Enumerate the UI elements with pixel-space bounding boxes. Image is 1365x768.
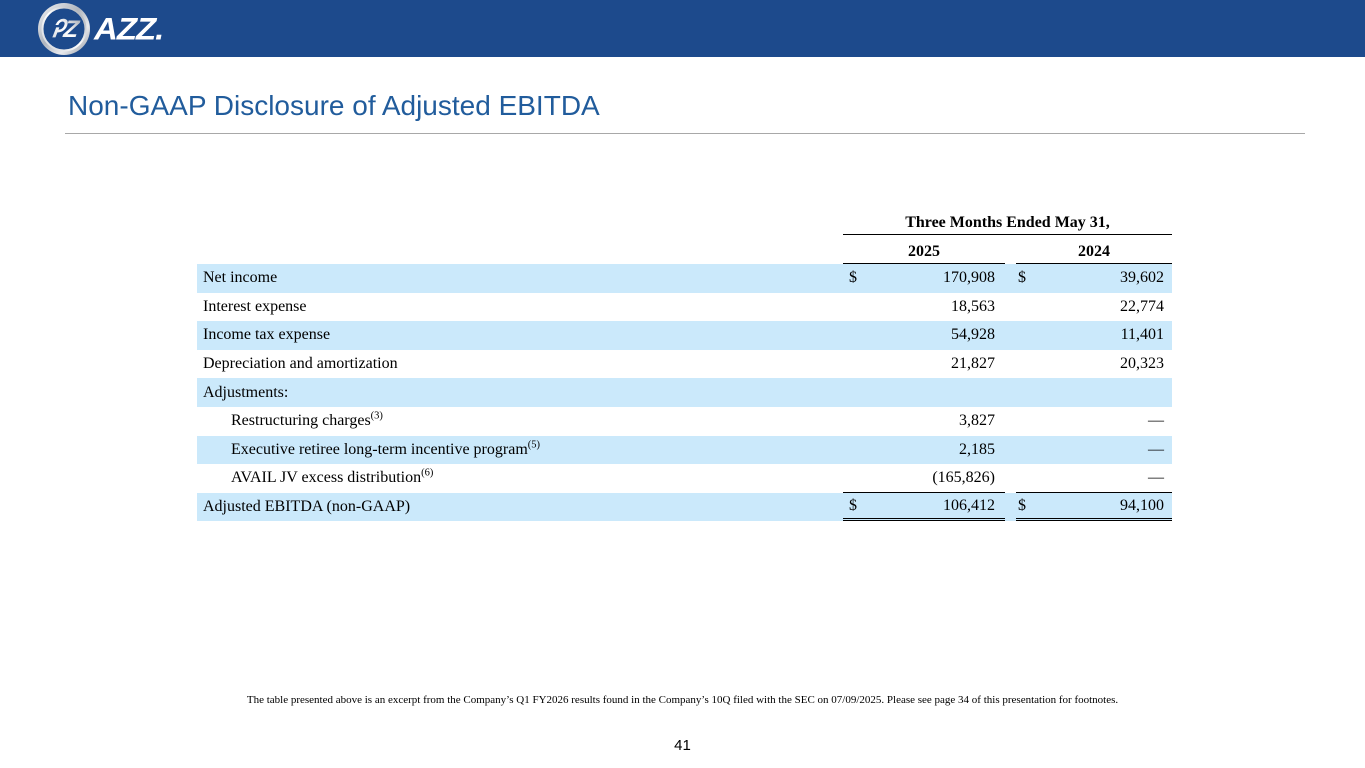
column-gap — [1005, 321, 1016, 350]
value-cell-2024: $ 94,100 — [1016, 493, 1172, 522]
row-label: Restructuring charges(3) — [231, 410, 383, 430]
dollar-sign: $ — [1018, 269, 1026, 287]
value-2025: 170,908 — [943, 269, 995, 287]
row-label: Adjustments: — [203, 383, 289, 401]
value-2024: 39,602 — [1120, 269, 1164, 287]
column-header-2024: 2024 — [1016, 243, 1172, 264]
dollar-sign: $ — [1018, 496, 1026, 514]
row-label: Income tax expense — [203, 326, 331, 344]
table-row: Income tax expense 54,928 11,401 — [197, 321, 1172, 350]
table-row: Restructuring charges(3) 3,827 — — [197, 407, 1172, 436]
value-2025: 54,928 — [951, 326, 995, 344]
value-2024: 94,100 — [1120, 496, 1164, 514]
footnote-superscript: (3) — [370, 410, 383, 422]
footnote-text: The table presented above is an excerpt … — [246, 694, 1119, 706]
azz-wordmark: AZZ. — [94, 10, 164, 47]
column-gap — [1005, 407, 1016, 436]
row-label: Adjusted EBITDA (non-GAAP) — [203, 498, 411, 516]
value-cell-2024: — — [1016, 464, 1172, 493]
dollar-sign: $ — [849, 496, 857, 514]
value-2024: 20,323 — [1120, 355, 1164, 373]
value-2025: 18,563 — [951, 297, 995, 315]
azz-logo-badge-icon: ᎮZ — [38, 3, 90, 55]
brand-bar: ᎮZ AZZ. — [0, 0, 1365, 57]
value-2024: — — [1148, 440, 1164, 458]
value-cell-2024: $ 39,602 — [1016, 264, 1172, 293]
column-gap — [1005, 436, 1016, 465]
value-2025: 2,185 — [959, 440, 995, 458]
value-cell-2025: 18,563 — [843, 293, 1005, 322]
value-cell-2025: 3,827 — [843, 407, 1005, 436]
value-cell-2025: $ 170,908 — [843, 264, 1005, 293]
value-2024: — — [1148, 468, 1164, 486]
azz-logo: ᎮZ AZZ. — [36, 2, 164, 56]
value-cell-2025: 54,928 — [843, 321, 1005, 350]
value-cell-2025: 21,827 — [843, 350, 1005, 379]
row-label: Depreciation and amortization — [203, 355, 398, 373]
value-2024: 11,401 — [1120, 326, 1164, 344]
title-divider — [65, 133, 1305, 134]
table-row: AVAIL JV excess distribution(6) (165,826… — [197, 464, 1172, 493]
page-title: Non-GAAP Disclosure of Adjusted EBITDA — [68, 90, 600, 121]
footnote-superscript: (6) — [421, 468, 434, 480]
value-cell-2025: 2,185 — [843, 436, 1005, 465]
table-spanner-header: Three Months Ended May 31, — [843, 214, 1172, 235]
table-body: Net income $ 170,908 $ 39,602 Interest e… — [197, 264, 1172, 522]
page-number: 41 — [674, 737, 691, 754]
row-label: Interest expense — [203, 297, 307, 315]
svg-text:ᎮZ: ᎮZ — [50, 16, 82, 43]
value-2025: 106,412 — [943, 496, 995, 514]
value-2025: (165,826) — [932, 468, 995, 486]
column-gap — [1005, 350, 1016, 379]
value-cell-2024: 22,774 — [1016, 293, 1172, 322]
table-row: Interest expense 18,563 22,774 — [197, 293, 1172, 322]
table-row: Net income $ 170,908 $ 39,602 — [197, 264, 1172, 293]
row-label: AVAIL JV excess distribution(6) — [231, 468, 434, 487]
table-row: Adjusted EBITDA (non-GAAP) $ 106,412 $ 9… — [197, 492, 1172, 522]
value-2025: 3,827 — [959, 412, 995, 430]
table-row: Depreciation and amortization 21,827 20,… — [197, 350, 1172, 379]
column-gap — [1005, 464, 1016, 493]
footnote-superscript: (5) — [527, 439, 541, 451]
dollar-sign: $ — [849, 269, 857, 287]
column-header-2025: 2025 — [843, 243, 1005, 264]
table-row: Adjustments: — [197, 378, 1172, 407]
value-cell-2024: — — [1016, 407, 1172, 436]
value-2024: 22,774 — [1120, 297, 1164, 315]
table-year-header-row: 2025 2024 — [843, 235, 1172, 264]
value-cell-2024: 11,401 — [1016, 321, 1172, 350]
value-cell-2025: (165,826) — [843, 464, 1005, 493]
column-gap — [1005, 493, 1016, 522]
value-cell-2024 — [1016, 378, 1172, 407]
value-cell-2024: 20,323 — [1016, 350, 1172, 379]
row-label: Net income — [203, 269, 278, 287]
row-label: Executive retiree long-term incentive pr… — [231, 439, 541, 458]
column-gap — [1005, 293, 1016, 322]
adjusted-ebitda-table: Three Months Ended May 31, 2025 2024 Net… — [197, 214, 1172, 522]
value-2024: — — [1148, 412, 1164, 430]
value-cell-2024: — — [1016, 436, 1172, 465]
table-row: Executive retiree long-term incentive pr… — [197, 435, 1172, 465]
column-gap — [1005, 264, 1016, 293]
value-cell-2025: $ 106,412 — [843, 493, 1005, 522]
value-2025: 21,827 — [951, 355, 995, 373]
column-gap — [1005, 378, 1016, 407]
value-cell-2025 — [843, 378, 1005, 407]
